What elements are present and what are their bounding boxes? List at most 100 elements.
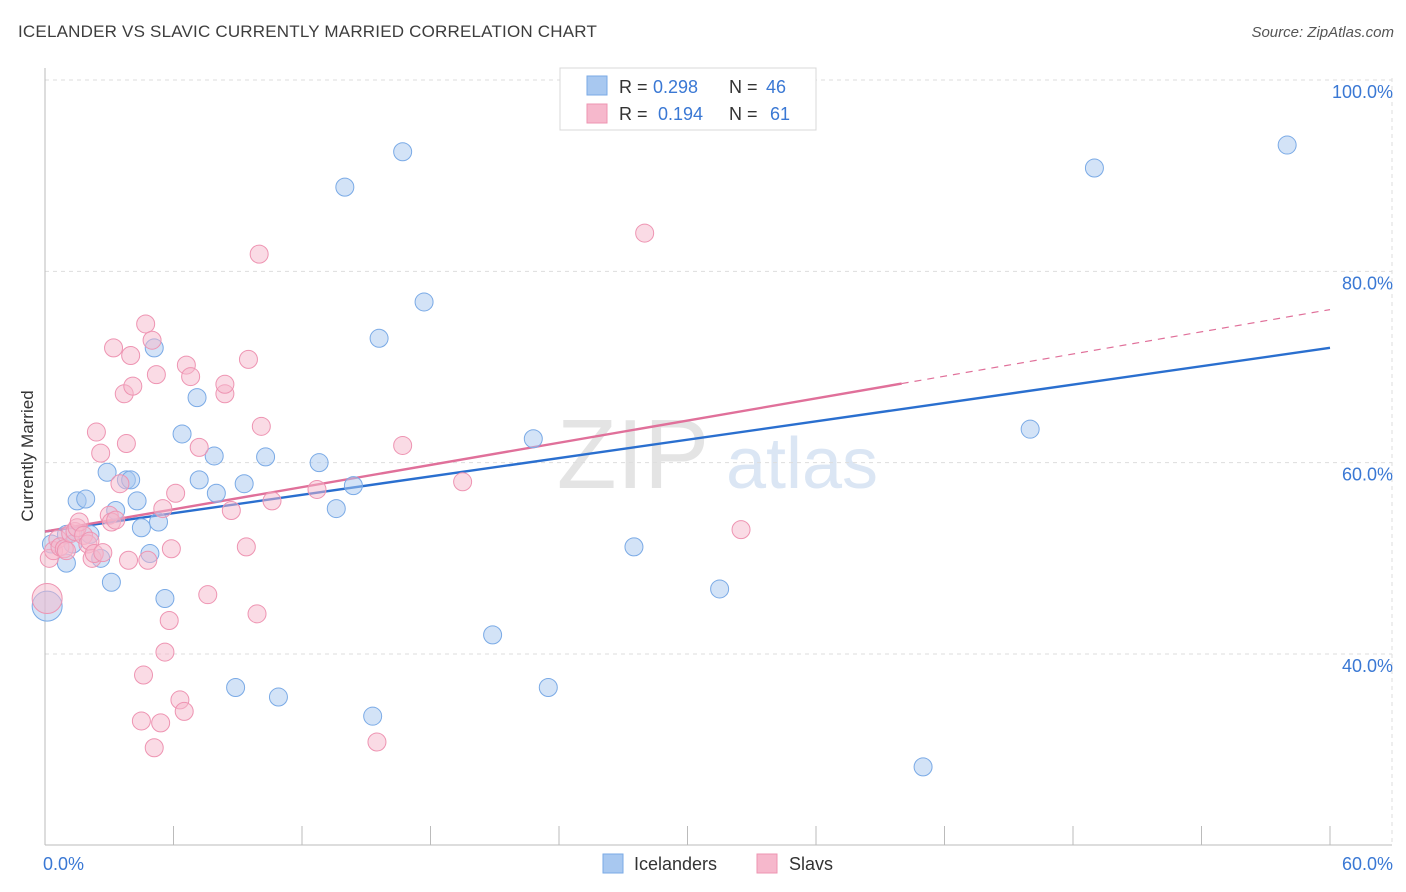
x-tick-label-min: 0.0% — [43, 854, 84, 874]
icelander-point — [256, 447, 276, 467]
slav-point — [31, 583, 63, 615]
slav-point — [635, 223, 655, 243]
slav-point — [453, 472, 473, 492]
icelander-point — [326, 499, 346, 519]
slav-point — [144, 738, 164, 758]
slav-point — [215, 374, 235, 394]
slav-point — [251, 416, 271, 436]
legend-r-label-slavs: R = — [619, 104, 648, 124]
icelander-point — [187, 388, 207, 408]
icelander-point — [538, 677, 558, 697]
slav-point — [86, 422, 106, 442]
slav-point — [138, 550, 158, 570]
y-axis-label: Currently Married — [18, 390, 37, 521]
icelander-point — [268, 687, 288, 707]
watermark-atlas: atlas — [726, 424, 878, 504]
slav-point — [123, 376, 143, 396]
trend-line-icelanders — [44, 346, 1331, 533]
slav-point — [93, 543, 113, 563]
series-legend: Icelanders Slavs — [602, 853, 833, 874]
icelander-point — [204, 446, 224, 466]
slav-point — [155, 642, 175, 662]
icelander-point — [127, 491, 147, 511]
chart-title: ICELANDER VS SLAVIC CURRENTLY MARRIED CO… — [18, 22, 598, 41]
y-tick-label: 60.0% — [1342, 465, 1393, 485]
legend-n-label-slavs: N = — [729, 104, 758, 124]
y-tick-label: 40.0% — [1342, 656, 1393, 676]
icelander-point — [335, 177, 355, 197]
slav-point — [247, 604, 267, 624]
legend-swatch-slavs — [586, 103, 608, 124]
slav-point — [153, 499, 173, 519]
legend-r-value-slavs: 0.194 — [658, 104, 703, 124]
legend-r-value-icelanders: 0.298 — [653, 77, 698, 97]
axes: 40.0% 60.0% 80.0% 100.0% 0.0% 60.0% — [43, 68, 1393, 874]
legend-n-label-icelanders: N = — [729, 77, 758, 97]
slav-point — [134, 665, 154, 685]
icelander-point — [1084, 158, 1104, 178]
slav-point — [106, 510, 126, 530]
icelander-point — [523, 429, 543, 449]
legend-n-value-icelanders: 46 — [766, 77, 786, 97]
slav-point — [119, 550, 139, 570]
icelander-point — [414, 292, 434, 312]
slav-point — [116, 434, 136, 454]
slav-point — [161, 539, 181, 559]
x-tick-label-max: 60.0% — [1342, 854, 1393, 874]
slav-point — [104, 338, 124, 358]
slav-point — [91, 443, 111, 463]
trend-line-extension-slavs — [901, 309, 1331, 385]
slav-point — [159, 611, 179, 631]
slav-point — [131, 711, 151, 731]
bottom-legend-label-slavs: Slavs — [789, 854, 833, 874]
icelander-point — [369, 328, 389, 348]
icelander-point — [1277, 135, 1297, 155]
slav-point — [262, 491, 282, 511]
bottom-legend-swatch-slavs — [756, 853, 778, 874]
slav-point — [174, 701, 194, 721]
slav-point — [249, 244, 269, 264]
y-tick-label: 80.0% — [1342, 273, 1393, 293]
icelander-point — [363, 706, 383, 726]
legend-r-label-icelanders: R = — [619, 77, 648, 97]
chart-source: Source: ZipAtlas.com — [1251, 24, 1394, 41]
icelander-point — [913, 757, 933, 777]
slav-point — [166, 483, 186, 503]
icelander-point — [1020, 419, 1040, 439]
icelander-point — [97, 462, 117, 482]
slav-point — [198, 585, 218, 605]
legend-swatch-icelanders — [586, 75, 608, 96]
icelander-point — [710, 579, 730, 599]
icelander-point — [393, 142, 413, 162]
icelander-point — [483, 625, 503, 645]
bottom-legend-label-icelanders: Icelanders — [634, 854, 717, 874]
slav-point — [236, 537, 256, 557]
slav-point — [238, 349, 258, 369]
slav-point — [56, 541, 76, 561]
data-points — [31, 135, 1297, 777]
icelander-point — [309, 453, 329, 473]
slav-point — [367, 732, 387, 752]
icelander-point — [189, 470, 209, 490]
bottom-legend-swatch-icelanders — [602, 853, 624, 874]
slav-point — [146, 365, 166, 385]
icelander-point — [155, 589, 175, 609]
slav-point — [121, 346, 141, 366]
slav-point — [110, 474, 130, 494]
slav-point — [221, 501, 241, 520]
legend-n-value-slavs: 61 — [770, 104, 790, 124]
slav-point — [136, 314, 156, 334]
slav-point — [189, 437, 209, 457]
icelander-point — [624, 537, 644, 557]
slav-point — [151, 713, 171, 733]
y-tick-label: 100.0% — [1332, 82, 1393, 102]
correlation-legend: R = 0.298 N = 46 R = 0.194 N = 61 — [559, 67, 817, 131]
icelander-point — [343, 476, 363, 496]
icelander-point — [234, 474, 254, 494]
icelander-point — [206, 483, 226, 503]
slav-point — [731, 520, 751, 540]
trend-line-slavs — [44, 382, 902, 533]
icelander-point — [172, 424, 192, 444]
